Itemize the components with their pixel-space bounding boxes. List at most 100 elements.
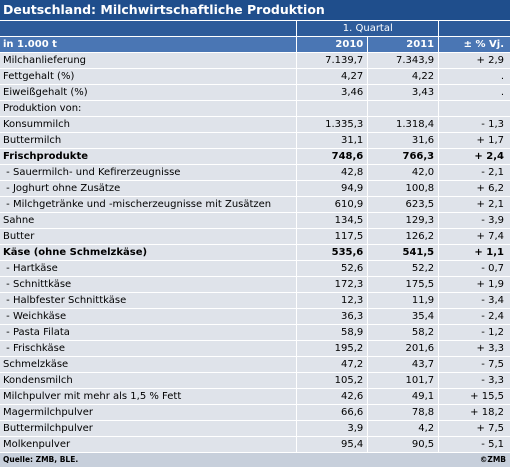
cell: 117,5 xyxy=(297,229,368,244)
cell: 541,5 xyxy=(368,245,439,260)
cell: 105,2 xyxy=(297,373,368,388)
row-label: Fettgehalt (%) xyxy=(0,69,297,84)
cell: . xyxy=(439,85,510,100)
table-row: Molkenpulver 95,4 90,5- 5,1 xyxy=(0,437,510,452)
row-label: - Halbfester Schnittkäse xyxy=(0,293,297,308)
table-row: - Frischkäse 195,2 201,6 + 3,3 xyxy=(0,341,510,356)
col-header: 2011 xyxy=(368,37,439,52)
cell: 4,2 xyxy=(368,421,439,436)
cell: 58,9 xyxy=(297,325,368,340)
cell: 3,9 xyxy=(297,421,368,436)
cell: 12,3 xyxy=(297,293,368,308)
cell: - 1,3 xyxy=(439,117,510,132)
row-label: - Milchgetränke und -mischerzeugnisse mi… xyxy=(0,197,297,212)
table-row: Produktion von: xyxy=(0,101,510,116)
blank xyxy=(0,21,297,36)
cell: 31,1 xyxy=(297,133,368,148)
cell: 1.335,3 xyxy=(297,117,368,132)
cell: 35,4 xyxy=(368,309,439,324)
row-label: Frischprodukte xyxy=(0,149,297,164)
cell: 94,9 xyxy=(297,181,368,196)
cell: - 3,4 xyxy=(439,293,510,308)
table-row: - Halbfester Schnittkäse 12,3 11,9- 3,4 xyxy=(0,293,510,308)
row-label: - Pasta Filata xyxy=(0,325,297,340)
table-row: Milchanlieferung 7.139,7 7.343,9 + 2,9 xyxy=(0,53,510,68)
cell xyxy=(297,101,368,116)
cell: 42,6 xyxy=(297,389,368,404)
table-row: - Hartkäse 52,6 52,2- 0,7 xyxy=(0,261,510,276)
row-label: - Weichkäse xyxy=(0,309,297,324)
cell: 42,8 xyxy=(297,165,368,180)
row-label: - Schnittkäse xyxy=(0,277,297,292)
cell: 3,46 xyxy=(297,85,368,100)
cell: 610,9 xyxy=(297,197,368,212)
cell: 766,3 xyxy=(368,149,439,164)
cell: + 1,1 xyxy=(439,245,510,260)
blank xyxy=(439,21,510,36)
cell: 175,5 xyxy=(368,277,439,292)
table-row: Konsummilch 1.335,3 1.318,4- 1,3 xyxy=(0,117,510,132)
cell: 95,4 xyxy=(297,437,368,452)
table-row: - Joghurt ohne Zusätze 94,9 100,8 + 6,2 xyxy=(0,181,510,196)
table-row: - Milchgetränke und -mischerzeugnisse mi… xyxy=(0,197,510,212)
row-label: Butter xyxy=(0,229,297,244)
period: 1. Quartal xyxy=(297,21,439,36)
cell: + 7,4 xyxy=(439,229,510,244)
cell: 31,6 xyxy=(368,133,439,148)
cell: - 5,1 xyxy=(439,437,510,452)
source: Quelle: ZMB, BLE. xyxy=(3,455,79,464)
cell: + 15,5 xyxy=(439,389,510,404)
row-label: Magermilchpulver xyxy=(0,405,297,420)
table-row: Eiweißgehalt (%) 3,46 3,43. xyxy=(0,85,510,100)
cell: 7.343,9 xyxy=(368,53,439,68)
table-row: Kondensmilch 105,2 101,7- 3,3 xyxy=(0,373,510,388)
row-label: - Hartkäse xyxy=(0,261,297,276)
table-body: Milchanlieferung 7.139,7 7.343,9 + 2,9 Fettg… xyxy=(0,53,510,452)
cell: 4,22 xyxy=(368,69,439,84)
cell: 4,27 xyxy=(297,69,368,84)
table-row: Sahne 134,5 129,3- 3,9 xyxy=(0,213,510,228)
row-label: Milchpulver mit mehr als 1,5 % Fett xyxy=(0,389,297,404)
cell: + 2,1 xyxy=(439,197,510,212)
cell: 43,7 xyxy=(368,357,439,372)
cell: - 2,1 xyxy=(439,165,510,180)
table-row: Käse (ohne Schmelzkäse) 535,6 541,5 + 1,1 xyxy=(0,245,510,260)
row-label: Molkenpulver xyxy=(0,437,297,452)
cell: 195,2 xyxy=(297,341,368,356)
header-row: 1. Quartal xyxy=(0,21,510,36)
cell: 90,5 xyxy=(368,437,439,452)
cell: + 1,7 xyxy=(439,133,510,148)
cell: - 1,2 xyxy=(439,325,510,340)
cell: + 2,9 xyxy=(439,53,510,68)
title: Deutschland: Milchwirtschaftliche Produk… xyxy=(0,0,510,20)
copyright: ©ZMB xyxy=(479,455,506,464)
cell: 11,9 xyxy=(368,293,439,308)
table-row: Magermilchpulver 66,6 78,8 + 18,2 xyxy=(0,405,510,420)
table-row: Butter 117,5 126,2 + 7,4 xyxy=(0,229,510,244)
table-row: Buttermilch 31,1 31,6 + 1,7 xyxy=(0,133,510,148)
cell: 623,5 xyxy=(368,197,439,212)
cell: 47,2 xyxy=(297,357,368,372)
cell: . xyxy=(439,69,510,84)
cell: + 7,5 xyxy=(439,421,510,436)
cell: + 6,2 xyxy=(439,181,510,196)
footer: Quelle: ZMB, BLE. ©ZMB xyxy=(0,453,510,467)
row-label: Milchanlieferung xyxy=(0,53,297,68)
cell: 201,6 xyxy=(368,341,439,356)
table-row: Milchpulver mit mehr als 1,5 % Fett 42,6 4… xyxy=(0,389,510,404)
cell: 1.318,4 xyxy=(368,117,439,132)
table-row: Fettgehalt (%) 4,27 4,22. xyxy=(0,69,510,84)
table-row: - Pasta Filata 58,9 58,2- 1,2 xyxy=(0,325,510,340)
row-label: Schmelzkäse xyxy=(0,357,297,372)
cell: 100,8 xyxy=(368,181,439,196)
row-label: Eiweißgehalt (%) xyxy=(0,85,297,100)
cell: + 3,3 xyxy=(439,341,510,356)
cell: 78,8 xyxy=(368,405,439,420)
table-row: - Sauermilch- und Kefirerzeugnisse 42,8 42… xyxy=(0,165,510,180)
cell: 36,3 xyxy=(297,309,368,324)
cell: - 3,3 xyxy=(439,373,510,388)
table-row: Buttermilchpulver 3,9 4,2 + 7,5 xyxy=(0,421,510,436)
cell: 126,2 xyxy=(368,229,439,244)
row-label: Kondensmilch xyxy=(0,373,297,388)
